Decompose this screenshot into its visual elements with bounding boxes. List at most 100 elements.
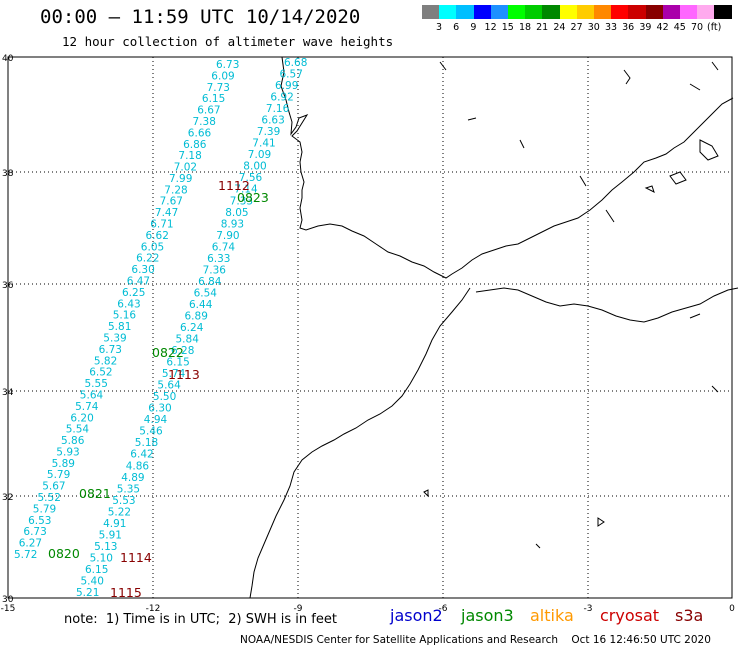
- legend-swatch: [439, 5, 458, 19]
- legend-swatch: [456, 5, 475, 19]
- track-value: 5.81: [108, 321, 131, 333]
- track-value: 5.54: [66, 424, 90, 436]
- track-value: 5.64: [157, 380, 181, 392]
- lat-label: 34: [2, 388, 14, 398]
- pass-time-label: 0823: [237, 190, 269, 205]
- track-value: 6.99: [275, 80, 298, 92]
- track-value: 6.30: [148, 403, 171, 415]
- track-value: 6.27: [19, 538, 42, 550]
- map-subtitle: 12 hour collection of altimeter wave hei…: [62, 34, 394, 49]
- coastline-balearic: [644, 139, 719, 193]
- legend-label: 24: [553, 22, 566, 33]
- track-value: 7.47: [155, 207, 178, 219]
- track-value: 6.42: [130, 449, 153, 461]
- track-value: 5.74: [75, 401, 99, 413]
- legend-label: 33: [604, 22, 618, 33]
- pass-time-label: 0821: [79, 486, 111, 501]
- legend-swatch: [611, 5, 630, 19]
- track-value: 5.10: [90, 552, 113, 564]
- legend-swatch: [422, 5, 440, 19]
- legend-swatch: [508, 5, 526, 19]
- track-value: 7.38: [193, 116, 216, 128]
- legend-label: 9: [470, 22, 477, 33]
- track-value: 6.15: [85, 564, 108, 576]
- track-value: 5.50: [153, 391, 176, 403]
- track-value: 6.25: [122, 287, 145, 299]
- track-value: 7.09: [248, 149, 271, 161]
- lon-label: -15: [1, 604, 16, 614]
- map-frame: [7, 56, 733, 599]
- legend-swatch: [714, 5, 733, 19]
- lat-label: 36: [2, 281, 14, 291]
- legend-swatch: [525, 5, 544, 19]
- lat-label: 38: [2, 169, 14, 179]
- track-value: 6.15: [202, 93, 225, 105]
- satellite-name: altika: [530, 606, 574, 625]
- legend-swatch: [697, 5, 716, 19]
- legend-label: 70: [690, 22, 704, 33]
- track-value: 5.46: [139, 426, 163, 438]
- track-value: 7.67: [160, 196, 183, 208]
- lat-label: 30: [2, 595, 14, 605]
- track-value: 5.79: [33, 503, 56, 515]
- legend-swatch: [662, 5, 681, 19]
- map-title: 00:00 – 11:59 UTC 10/14/2020: [40, 6, 361, 28]
- track-value: 6.67: [197, 105, 220, 117]
- track-value: 6.63: [261, 115, 284, 127]
- track-value: 7.99: [169, 173, 192, 185]
- legend-swatch: [576, 5, 595, 19]
- legend-label: 45: [673, 22, 686, 33]
- track-value: 7.02: [174, 162, 197, 174]
- track-value: 6.74: [212, 241, 236, 253]
- track-value: 5.16: [113, 310, 137, 322]
- track-value: 5.22: [108, 506, 131, 518]
- track-value: 5.67: [42, 481, 65, 493]
- legend-swatch: [542, 5, 561, 19]
- track-value: 5.86: [61, 435, 85, 447]
- satellite-name: cryosat: [600, 606, 660, 625]
- track-value: 5.55: [85, 378, 108, 390]
- track-value: 7.56: [239, 172, 263, 184]
- track-value: 6.66: [188, 127, 212, 139]
- legend-swatch: [594, 5, 612, 19]
- track-value: 7.33: [230, 195, 253, 207]
- map-footer: NOAA/NESDIS Center for Satellite Applica…: [240, 634, 711, 646]
- legend-swatch: [490, 5, 509, 19]
- satellite-name: jason2: [390, 606, 443, 625]
- track-value: 7.39: [257, 126, 280, 138]
- track-value: 7.73: [207, 82, 230, 94]
- track-value: 5.89: [52, 458, 75, 470]
- lon-label: -9: [294, 604, 303, 614]
- track-value: 7.14: [234, 184, 258, 196]
- lon-label: -6: [439, 604, 448, 614]
- track-value: 5.53: [112, 495, 135, 507]
- track-value: 5.13: [94, 541, 117, 553]
- legend-swatch: [680, 5, 698, 19]
- track-value: 6.89: [185, 311, 208, 323]
- legend-label: 12: [484, 22, 497, 33]
- track-value: 8.93: [221, 218, 244, 230]
- track-value: 5.39: [103, 333, 126, 345]
- lon-label: -12: [146, 604, 161, 614]
- track-value: 8.00: [243, 161, 266, 173]
- legend-label: 30: [587, 22, 600, 33]
- pass-time-label: 1115: [110, 585, 142, 600]
- track-value: 7.18: [178, 150, 201, 162]
- track-value: 5.52: [38, 492, 61, 504]
- pass-time-label: 1113: [168, 367, 200, 382]
- legend-label: 27: [570, 22, 583, 33]
- track-value: 5.18: [135, 437, 158, 449]
- track-value: 6.73: [23, 526, 46, 538]
- track-value: 4.91: [103, 518, 126, 530]
- legend-label: 18: [518, 22, 532, 33]
- lat-label: 40: [2, 54, 14, 64]
- track-value: 4.89: [121, 472, 144, 484]
- track-value: 4.94: [144, 414, 168, 426]
- legend-label: 36: [622, 22, 635, 33]
- pass-time-label: 1114: [120, 550, 152, 565]
- map-note: note: 1) Time is in UTC; 2) SWH is in fe…: [64, 612, 337, 627]
- legend-swatch: [645, 5, 664, 19]
- lon-label: 0: [729, 604, 735, 614]
- track-value: 6.47: [127, 276, 150, 288]
